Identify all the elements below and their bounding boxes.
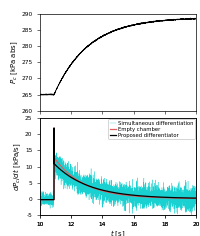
Simultaneous differentiation xyxy=(57,159,59,162)
Empty chamber xyxy=(192,197,194,200)
Empty chamber xyxy=(99,189,101,192)
Y-axis label: $P_c$ [kPa abs]: $P_c$ [kPa abs] xyxy=(9,41,20,84)
Legend: Simultaneous differentiation, Empty chamber, Proposed differentiator: Simultaneous differentiation, Empty cham… xyxy=(108,119,195,139)
Simultaneous differentiation xyxy=(190,213,192,216)
Line: Proposed differentiator: Proposed differentiator xyxy=(40,128,196,200)
Empty chamber xyxy=(175,197,177,199)
Proposed differentiator xyxy=(175,196,177,199)
Empty chamber xyxy=(105,190,108,193)
Simultaneous differentiation xyxy=(99,181,101,184)
Empty chamber xyxy=(57,161,59,164)
Simultaneous differentiation xyxy=(105,198,108,201)
Proposed differentiator xyxy=(99,188,101,191)
Simultaneous differentiation xyxy=(66,188,68,190)
Simultaneous differentiation xyxy=(55,151,58,154)
Simultaneous differentiation xyxy=(192,197,194,199)
Proposed differentiator xyxy=(53,126,55,129)
Empty chamber xyxy=(66,171,68,174)
Empty chamber xyxy=(39,198,41,201)
Proposed differentiator xyxy=(195,197,197,200)
Simultaneous differentiation xyxy=(39,202,41,205)
X-axis label: $t$ [s]: $t$ [s] xyxy=(110,229,126,236)
Line: Empty chamber: Empty chamber xyxy=(40,128,196,200)
Proposed differentiator xyxy=(105,190,108,193)
Proposed differentiator xyxy=(57,166,59,169)
Proposed differentiator xyxy=(192,197,194,199)
Proposed differentiator xyxy=(39,198,41,201)
Proposed differentiator xyxy=(66,173,68,176)
Simultaneous differentiation xyxy=(195,203,197,206)
Empty chamber xyxy=(195,197,197,200)
Line: Simultaneous differentiation: Simultaneous differentiation xyxy=(40,153,196,215)
Y-axis label: $dP_c/dt$ [kPa/s]: $dP_c/dt$ [kPa/s] xyxy=(12,142,23,191)
Empty chamber xyxy=(53,126,55,129)
Simultaneous differentiation xyxy=(175,194,177,197)
